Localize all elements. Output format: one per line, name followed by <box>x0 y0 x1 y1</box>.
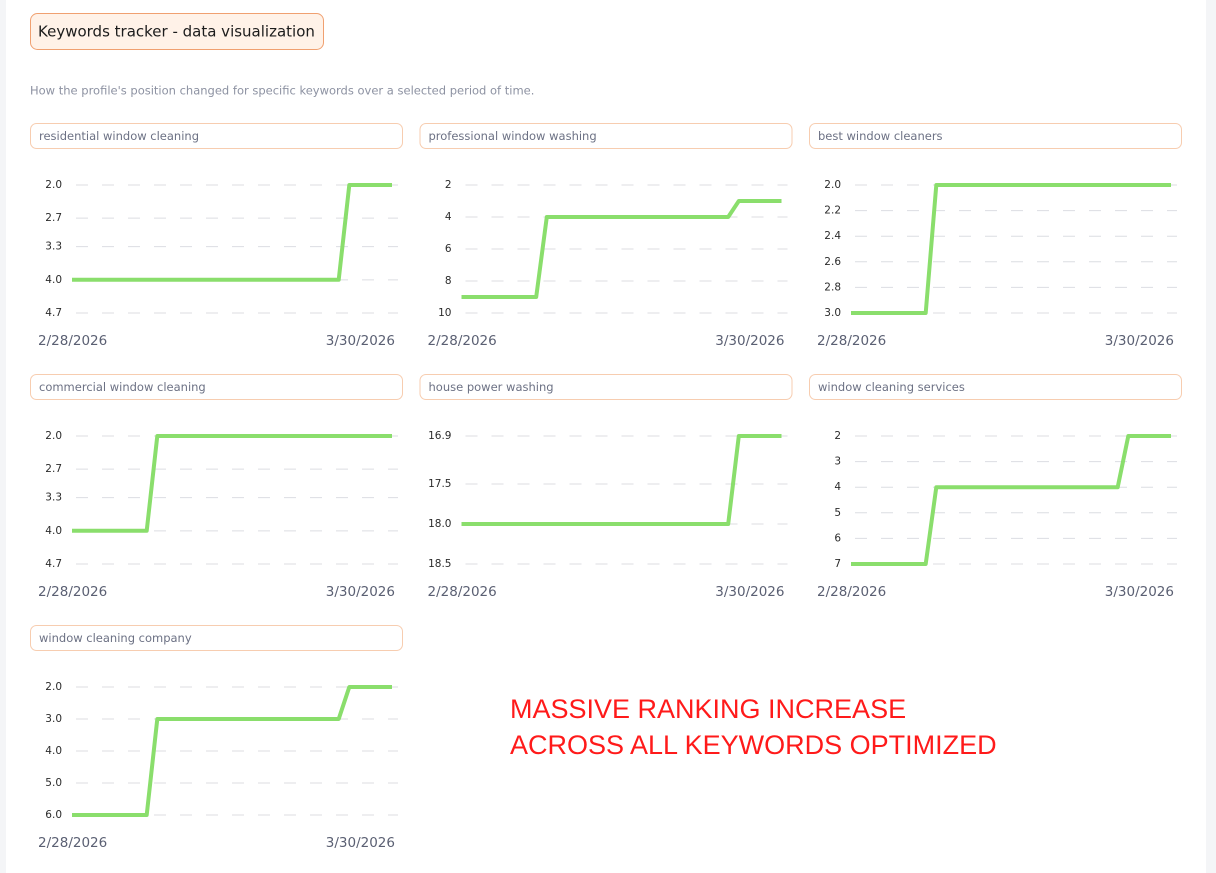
x-tick-label: 3/30/2026 <box>1105 333 1174 349</box>
y-tick-label: 4 <box>834 481 841 493</box>
x-tick-label: 3/30/2026 <box>1105 584 1174 600</box>
y-tick-label: 4 <box>445 211 452 223</box>
keyword-box <box>419 123 793 149</box>
rank-line <box>851 183 1171 315</box>
x-tick-label: 3/30/2026 <box>326 584 395 600</box>
y-tick-label: 2.2 <box>824 205 841 217</box>
y-tick-label: 2 <box>834 430 841 442</box>
rank-line <box>72 183 392 282</box>
x-tick-label: 3/30/2026 <box>715 584 784 600</box>
keyword-title: professional window washing <box>429 129 597 143</box>
rank-line <box>72 434 392 533</box>
x-tick-label: 2/28/2026 <box>428 584 497 600</box>
y-tick-label: 2.7 <box>45 463 62 475</box>
keyword-title: window cleaning services <box>818 380 965 394</box>
y-tick-label: 7 <box>834 558 841 570</box>
rank-line <box>851 434 1171 566</box>
x-tick-label: 2/28/2026 <box>38 584 107 600</box>
y-tick-label: 8 <box>445 275 452 287</box>
y-tick-label: 4.7 <box>45 307 62 319</box>
y-tick-label: 2.0 <box>45 179 62 191</box>
y-tick-label: 2.6 <box>824 256 841 268</box>
keyword-title: house power washing <box>429 380 554 394</box>
y-tick-label: 6.0 <box>45 809 62 821</box>
y-tick-label: 3.0 <box>824 307 841 319</box>
y-tick-label: 2.4 <box>824 230 841 242</box>
x-tick-label: 2/28/2026 <box>817 333 886 349</box>
x-tick-label: 3/30/2026 <box>326 835 395 851</box>
y-tick-label: 2.8 <box>824 281 841 293</box>
header-box <box>30 13 324 50</box>
x-tick-label: 2/28/2026 <box>38 835 107 851</box>
rank-line <box>72 685 392 817</box>
y-tick-label: 2.7 <box>45 212 62 224</box>
y-tick-label: 5.0 <box>45 777 62 789</box>
annotation: MASSIVE RANKING INCREASE <box>510 694 906 724</box>
y-tick-label: 2.0 <box>45 430 62 442</box>
annotation: ACROSS ALL KEYWORDS OPTIMIZED <box>510 730 997 760</box>
keyword-title: best window cleaners <box>818 129 943 143</box>
keyword-box <box>30 374 403 400</box>
y-tick-label: 3.3 <box>45 492 62 504</box>
x-tick-label: 2/28/2026 <box>817 584 886 600</box>
y-tick-label: 10 <box>438 307 451 319</box>
keyword-box <box>809 123 1182 149</box>
y-tick-label: 3.3 <box>45 241 62 253</box>
y-tick-label: 4.0 <box>45 525 62 537</box>
x-tick-label: 3/30/2026 <box>715 333 784 349</box>
y-tick-label: 4.0 <box>45 745 62 757</box>
y-tick-label: 2.0 <box>45 681 62 693</box>
rank-line <box>461 199 782 299</box>
y-tick-label: 18.0 <box>428 518 451 530</box>
x-tick-label: 3/30/2026 <box>326 333 395 349</box>
header-title: Keywords tracker - data visualization <box>38 23 315 41</box>
subtitle: How the profile's position changed for s… <box>30 84 534 98</box>
y-tick-label: 18.5 <box>428 558 451 570</box>
y-tick-label: 3 <box>834 456 841 468</box>
y-tick-label: 17.5 <box>428 478 451 490</box>
keyword-box <box>30 123 403 149</box>
keyword-box <box>30 625 403 651</box>
y-tick-label: 3.0 <box>45 713 62 725</box>
keyword-title: residential window cleaning <box>39 129 199 143</box>
rank-line <box>461 434 782 526</box>
y-tick-label: 5 <box>834 507 841 519</box>
x-tick-label: 2/28/2026 <box>428 333 497 349</box>
y-tick-label: 16.9 <box>428 430 451 442</box>
y-tick-label: 2 <box>445 179 452 191</box>
keyword-box <box>809 374 1182 400</box>
y-tick-label: 6 <box>834 532 841 544</box>
keyword-box <box>419 374 793 400</box>
keyword-title: commercial window cleaning <box>39 380 206 394</box>
x-tick-label: 2/28/2026 <box>38 333 107 349</box>
y-tick-label: 4.7 <box>45 558 62 570</box>
keyword-title: window cleaning company <box>39 631 192 645</box>
y-tick-label: 4.0 <box>45 274 62 286</box>
y-tick-label: 2.0 <box>824 179 841 191</box>
y-tick-label: 6 <box>445 243 452 255</box>
